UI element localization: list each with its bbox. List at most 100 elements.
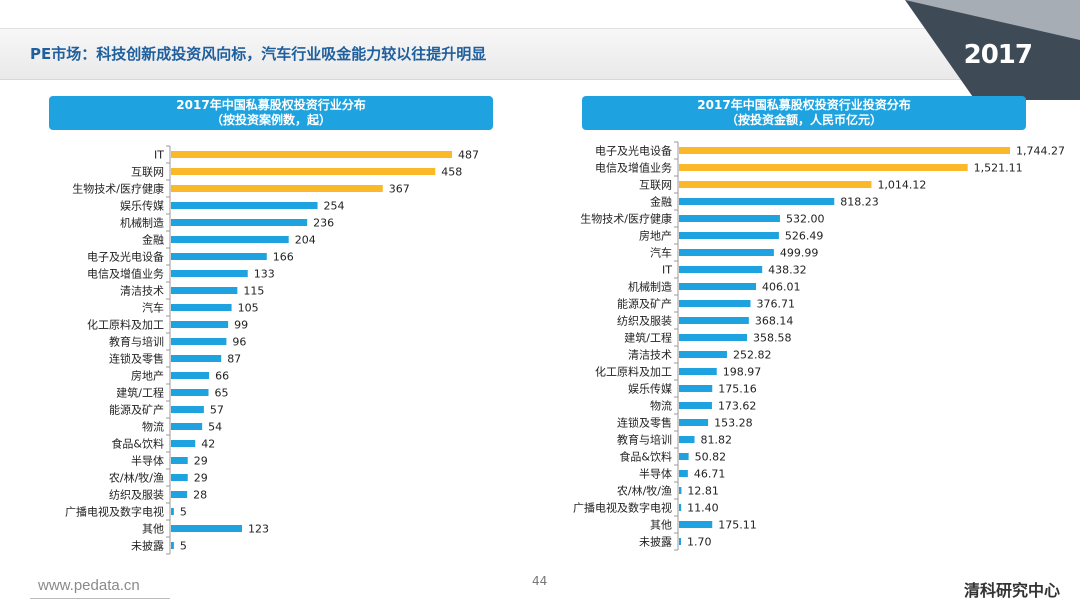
category-label: 广播电视及数字电视 [573,501,672,515]
category-label: 食品&饮料 [111,437,164,451]
data-label: 87 [227,353,241,366]
data-label: 54 [208,421,222,434]
category-label: 未披露 [639,535,672,549]
category-label: 清洁技术 [628,349,672,362]
right-chart-header: 2017年中国私募股权投资行业投资分布 （按投资金额，人民币亿元） [582,96,1026,130]
category-label: 娱乐传媒 [120,199,164,213]
bar [171,219,308,226]
data-label: 487 [458,149,479,162]
data-label: 1,521.11 [974,162,1023,175]
category-label: 化工原料及加工 [87,318,164,332]
category-label: 未披露 [131,539,164,553]
category-label: 房地产 [131,369,164,383]
corner-decoration [905,0,1080,100]
category-label: 互联网 [639,179,672,192]
page-title: PE市场：科技创新成投资风向标，汽车行业吸金能力较以往提升明显 [30,45,487,63]
data-label: 173.62 [718,400,757,413]
bar [679,300,751,307]
category-label: 食品&饮料 [619,450,672,464]
category-label: 教育与培训 [617,433,672,447]
category-label: 房地产 [639,229,672,243]
bar [679,436,695,443]
bar [171,321,229,328]
bar [679,198,835,205]
bar [171,525,242,532]
category-label: 物流 [650,399,672,413]
bar [679,453,689,460]
category-label: 建筑/工程 [624,331,672,345]
data-label: 99 [234,319,248,332]
category-label: 能源及矿产 [617,297,672,311]
category-label: 广播电视及数字电视 [65,505,164,519]
bar [679,232,779,239]
category-label: 生物技术/医疗健康 [580,212,672,226]
bar [171,542,174,549]
data-label: 12.81 [687,485,719,498]
bar [679,487,682,494]
category-label: 农/林/牧/渔 [109,471,164,485]
year-badge: 2017 [963,40,1033,70]
category-label: 电信及增值业务 [87,267,164,281]
bar [679,521,713,528]
bar [171,457,188,464]
data-label: 96 [232,336,246,349]
bar [171,236,289,243]
page-number: 44 [532,574,548,588]
category-label: 能源及矿产 [109,403,164,417]
category-label: 教育与培训 [109,335,164,349]
category-label: 农/林/牧/渔 [617,484,672,498]
bar [171,168,436,175]
category-label: 连锁及零售 [617,416,672,430]
data-label: 368.14 [755,315,794,328]
category-label: 金融 [650,195,672,209]
category-label: 汽车 [650,246,672,260]
bar [171,338,227,345]
right-bar-chart: 电子及光电设备 1,744.27 电信及增值业务 1,521.11 互联网 1,014.1… [573,141,1065,551]
bar [679,419,709,426]
bar [171,508,174,515]
category-label: 机械制造 [120,216,164,230]
footer-url[interactable]: www.pedata.cn [38,577,140,594]
data-label: 1,014.12 [877,179,926,192]
bar [679,147,1010,154]
left-chart-subtitle: （按投资案例数，起） [210,113,331,127]
data-label: 376.71 [756,298,795,311]
data-label: 438.32 [768,264,807,277]
category-label: 娱乐传媒 [628,382,672,396]
data-label: 50.82 [695,451,727,464]
bar [679,402,712,409]
data-label: 175.16 [718,383,757,396]
bar [679,164,968,171]
category-label: 互联网 [131,166,164,179]
data-label: 458 [441,166,462,179]
category-label: 化工原料及加工 [595,365,672,379]
right-chart-subtitle: （按投资金额，人民币亿元） [725,113,882,127]
data-label: 29 [194,472,208,485]
data-label: 166 [273,251,294,264]
data-label: 57 [210,404,224,417]
category-label: IT [154,149,164,162]
data-label: 175.11 [718,519,757,532]
data-label: 115 [243,285,264,298]
bar [679,538,681,545]
category-label: 建筑/工程 [116,386,164,400]
category-label: 纺织及服装 [109,488,164,502]
data-label: 66 [215,370,229,383]
data-label: 5 [180,540,187,553]
bar [679,385,713,392]
data-label: 105 [238,302,259,315]
bar [171,253,267,260]
category-label: 汽车 [142,301,164,315]
data-label: 11.40 [687,502,719,515]
data-label: 29 [194,455,208,468]
category-label: 电子及光电设备 [87,250,164,264]
category-label: 电信及增值业务 [595,161,672,175]
left-chart-title: 2017年中国私募股权投资行业分布 [176,98,366,112]
bar [171,474,188,481]
category-label: 半导体 [639,467,672,481]
data-label: 5 [180,506,187,519]
bar [679,351,727,358]
left-bar-chart: IT 487 互联网 458 生物技术/医疗健康 367 娱乐传媒 254 机械制造 236 金融 2… [65,145,479,555]
data-label: 42 [201,438,215,451]
footer-divider [30,598,170,599]
